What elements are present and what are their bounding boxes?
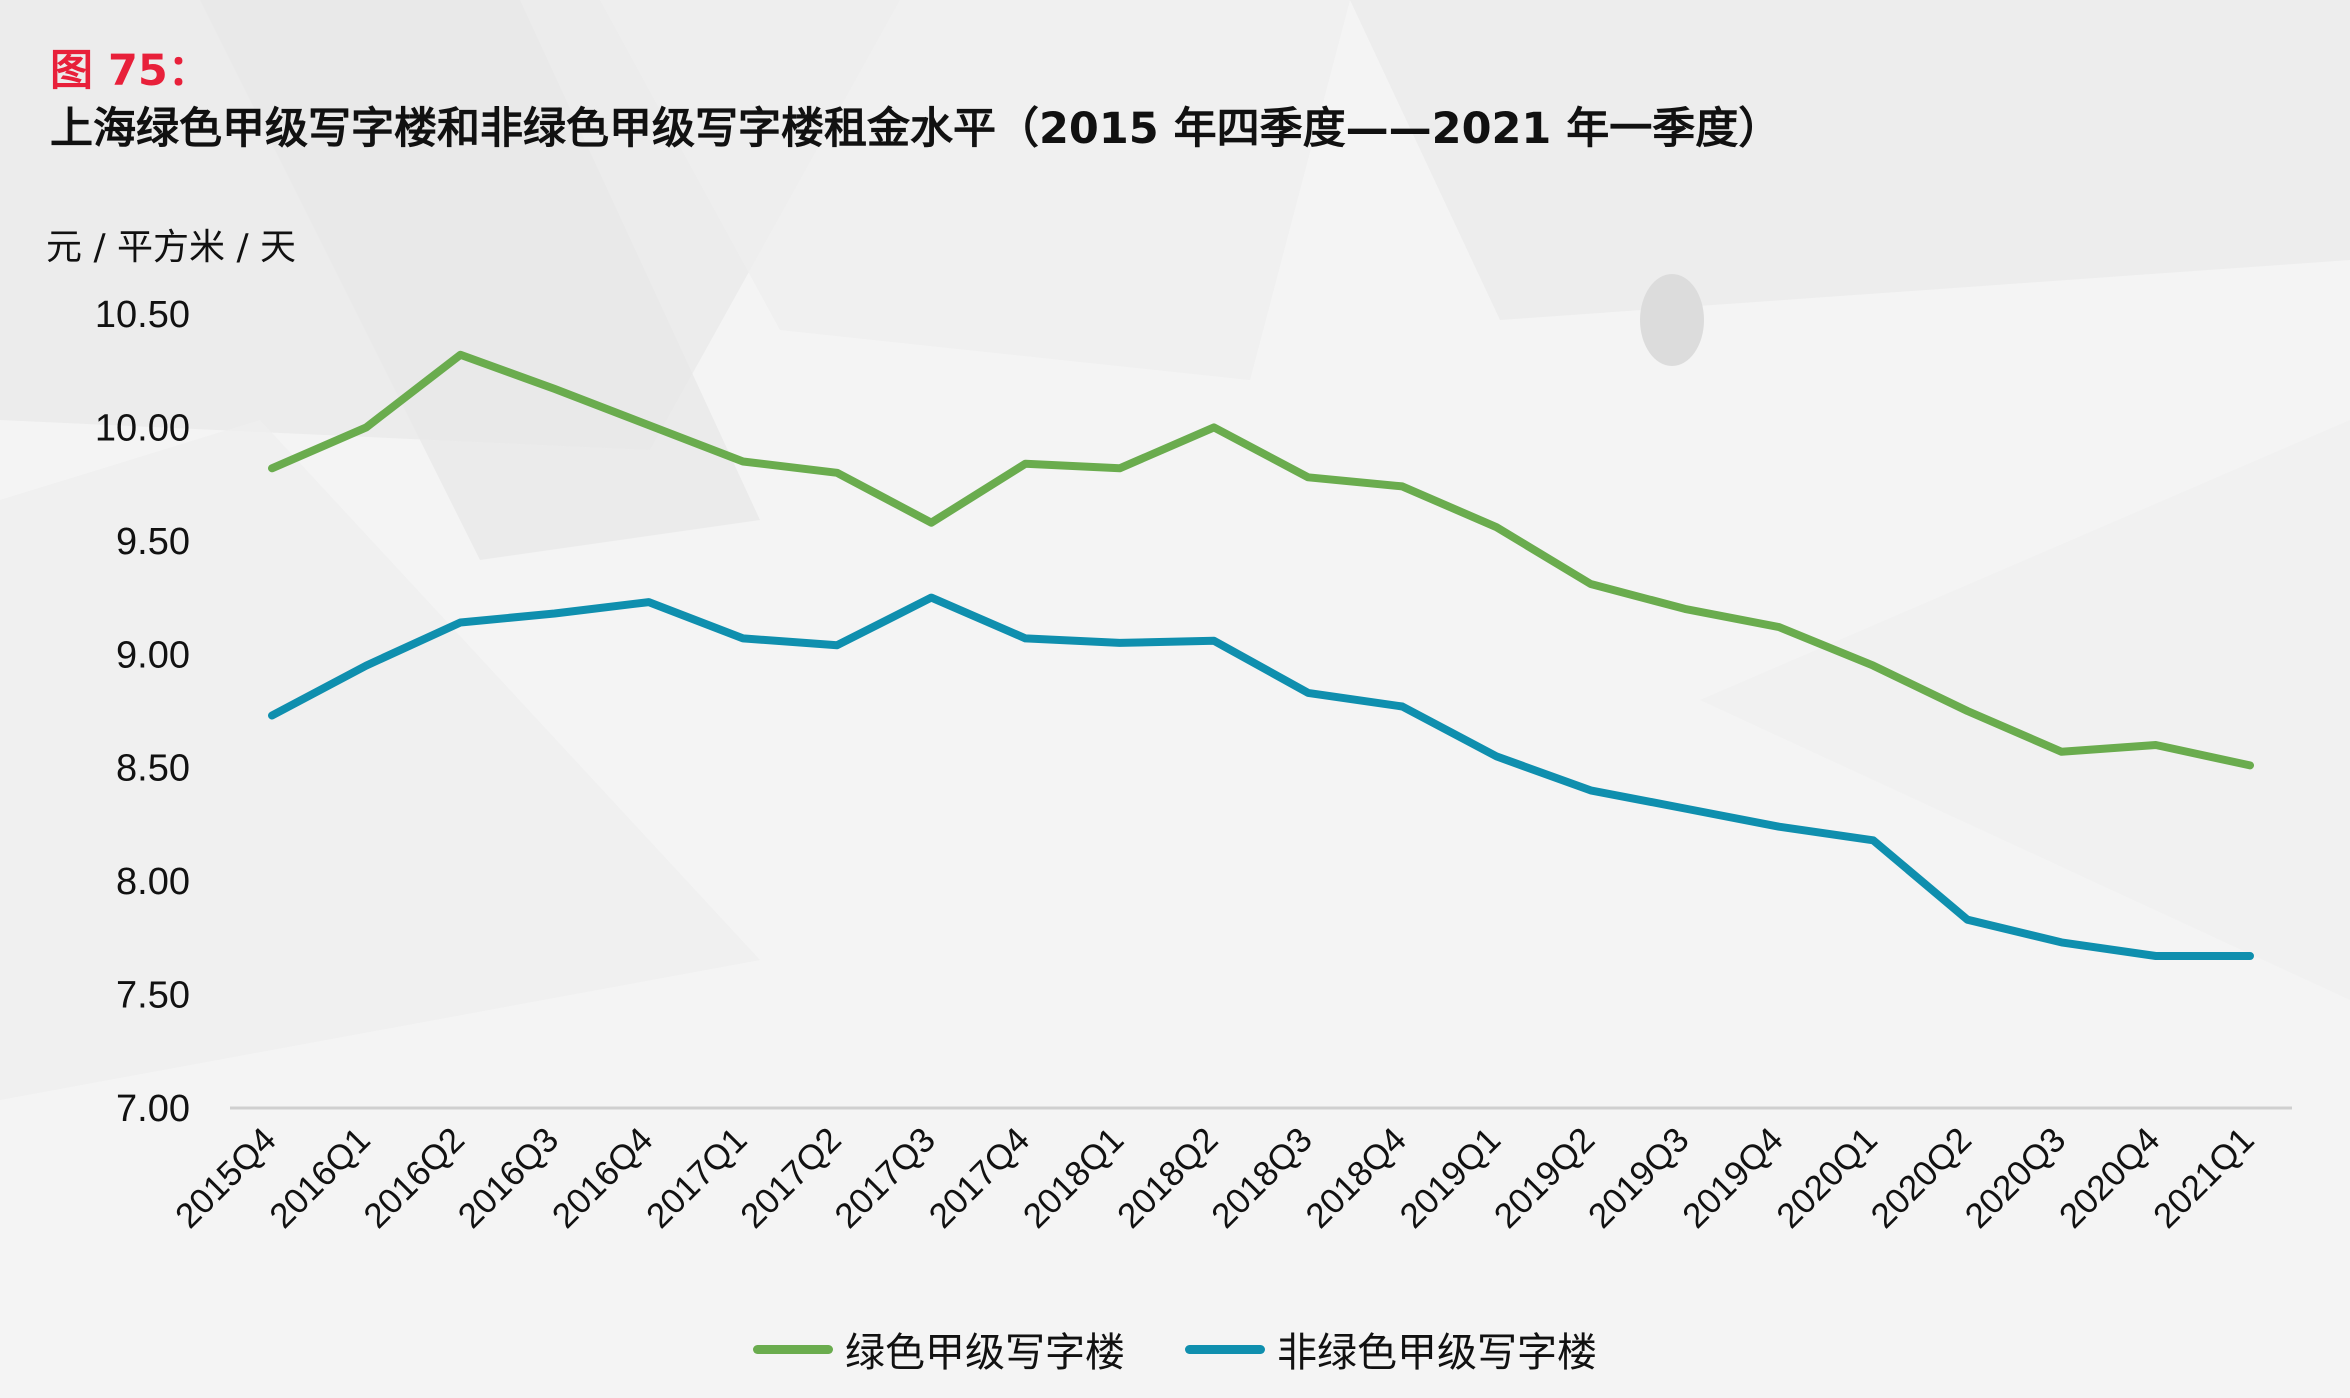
y-tick-label: 9.00 <box>116 634 190 676</box>
data-point <box>834 642 841 649</box>
data-point <box>2152 953 2159 960</box>
y-tick-label: 10.00 <box>95 407 190 449</box>
data-point <box>1210 637 1217 644</box>
data-point <box>2247 953 2253 960</box>
y-tick-label: 8.00 <box>116 861 190 903</box>
data-point <box>1399 703 1406 710</box>
data-point <box>551 610 558 617</box>
y-axis-unit-label: 元 / 平方米 / 天 <box>46 227 297 268</box>
x-tick-label: 2020Q1 <box>1769 1120 1885 1236</box>
x-tick-label: 2019Q1 <box>1392 1120 1508 1236</box>
x-tick-label: 2018Q1 <box>1016 1120 1132 1236</box>
data-point <box>645 422 652 429</box>
series-layer <box>268 350 2254 960</box>
x-tick-label: 2016Q4 <box>545 1120 661 1236</box>
data-point <box>1681 805 1688 812</box>
x-tick-label: 2017Q3 <box>827 1120 943 1236</box>
data-point <box>1022 635 1029 642</box>
data-point <box>269 465 275 472</box>
data-point <box>645 599 652 606</box>
data-point <box>1870 837 1877 844</box>
data-point <box>1305 689 1312 696</box>
data-point <box>1116 465 1123 472</box>
x-tick-label: 2018Q2 <box>1110 1120 1226 1236</box>
x-tick-label: 2016Q3 <box>451 1120 567 1236</box>
data-point <box>1587 580 1594 587</box>
data-point <box>1210 424 1217 431</box>
x-tick-label: 2020Q4 <box>2052 1120 2168 1236</box>
figure-label: 图 75： <box>50 46 211 96</box>
legend-swatch-blue <box>1185 1344 1265 1354</box>
y-tick-label: 7.00 <box>116 1088 190 1130</box>
legend: 绿色甲级写字楼 非绿色甲级写字楼 <box>0 1320 2350 1378</box>
x-tick-label: 2016Q2 <box>356 1120 472 1236</box>
x-tick-label: 2020Q2 <box>1863 1120 1979 1236</box>
y-tick-label: 9.50 <box>116 521 190 563</box>
x-tick-label: 2019Q2 <box>1487 1120 1603 1236</box>
y-tick-label: 10.50 <box>95 294 190 336</box>
data-point <box>1116 639 1123 646</box>
x-axis: 2015Q42016Q12016Q22016Q32016Q42017Q12017… <box>168 1120 2262 1236</box>
data-point <box>2247 762 2253 769</box>
data-point <box>2152 742 2159 749</box>
data-point <box>457 351 464 358</box>
data-point <box>1776 624 1783 631</box>
data-point <box>739 635 746 642</box>
series-line-green <box>268 350 2254 770</box>
x-tick-label: 2020Q3 <box>1958 1120 2074 1236</box>
legend-swatch-green <box>753 1344 833 1354</box>
x-tick-label: 2015Q4 <box>168 1120 284 1236</box>
data-point <box>2058 939 2065 946</box>
data-point <box>834 469 841 476</box>
data-point <box>739 458 746 465</box>
data-point <box>363 424 370 431</box>
y-tick-label: 7.50 <box>116 975 190 1017</box>
data-point <box>1305 474 1312 481</box>
data-point <box>928 594 935 601</box>
data-point <box>1776 823 1783 830</box>
x-tick-label: 2018Q3 <box>1204 1120 1320 1236</box>
data-point <box>1022 460 1029 467</box>
data-point <box>928 519 935 526</box>
legend-label-green: 绿色甲级写字楼 <box>845 1330 1125 1376</box>
legend-item-blue: 非绿色甲级写字楼 <box>1185 1320 1597 1378</box>
data-point <box>1870 662 1877 669</box>
data-point <box>1964 708 1971 714</box>
data-point <box>1493 524 1500 531</box>
data-point <box>1964 916 1971 923</box>
data-point <box>551 385 558 392</box>
data-point <box>363 662 370 669</box>
series-line-blue <box>268 593 2254 960</box>
data-point <box>1587 787 1594 794</box>
legend-label-blue: 非绿色甲级写字楼 <box>1277 1330 1597 1376</box>
y-axis: 10.50 10.00 9.50 9.00 8.50 8.00 7.50 7.00 <box>95 294 190 1130</box>
data-point <box>2058 748 2065 755</box>
x-tick-label: 2021Q1 <box>2146 1120 2262 1236</box>
data-point <box>269 712 275 719</box>
x-tick-label: 2016Q1 <box>262 1120 378 1236</box>
x-tick-label: 2017Q4 <box>922 1120 1038 1236</box>
data-point <box>457 619 464 626</box>
x-tick-label: 2018Q4 <box>1298 1120 1414 1236</box>
x-tick-label: 2017Q1 <box>639 1120 755 1236</box>
x-tick-label: 2019Q4 <box>1675 1120 1791 1236</box>
data-point <box>1493 753 1500 760</box>
data-point <box>1681 605 1688 612</box>
chart-title: 上海绿色甲级写字楼和非绿色甲级写字楼租金水平（2015 年四季度——2021 年… <box>50 104 1782 154</box>
legend-item-green: 绿色甲级写字楼 <box>753 1320 1125 1378</box>
x-tick-label: 2019Q3 <box>1581 1120 1697 1236</box>
data-point <box>1399 483 1406 490</box>
x-tick-label: 2017Q2 <box>733 1120 849 1236</box>
y-tick-label: 8.50 <box>116 748 190 790</box>
